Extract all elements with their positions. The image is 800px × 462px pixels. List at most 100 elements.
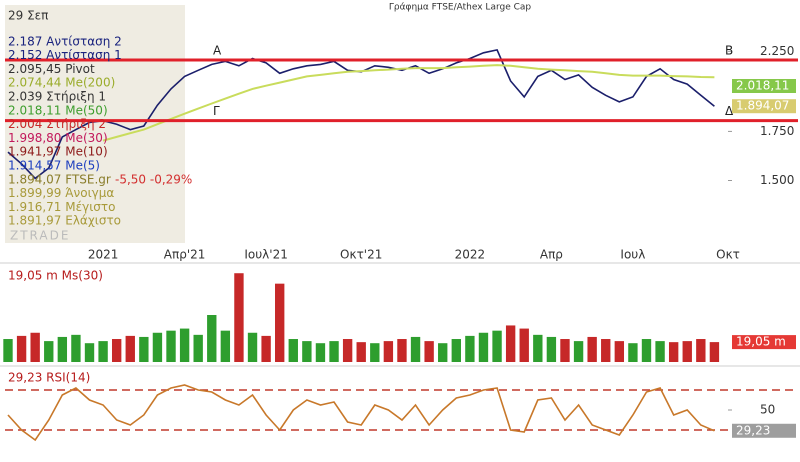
legend-entry: 2.074,44 Me(200)	[8, 76, 115, 90]
volume-bar	[16, 335, 27, 362]
volume-bar	[193, 334, 203, 362]
volume-bar	[438, 343, 448, 362]
value-label: 2.018,11	[736, 78, 789, 92]
y-tick-label: 2.250	[760, 44, 794, 58]
volume-bar	[696, 339, 706, 362]
volume-bar	[71, 334, 81, 362]
volume-bar	[234, 273, 244, 362]
legend-entry: 2.152 Αντίσταση 1	[8, 48, 122, 62]
volume-bar	[505, 325, 516, 362]
volume-bar	[179, 328, 190, 362]
volume-bar	[492, 330, 502, 362]
legend-entry: 1.894,07 FTSE.gr	[8, 172, 111, 186]
volume-bar	[601, 339, 611, 362]
volume-bar	[302, 341, 312, 362]
annotation-label: Γ	[213, 104, 220, 118]
legend-entry: 1.914,57 Me(5)	[8, 159, 100, 173]
volume-bar	[668, 342, 679, 362]
value-label: 19,05 m	[736, 335, 786, 349]
volume-bar	[560, 339, 570, 362]
volume-bar	[424, 341, 434, 362]
volume-bar	[329, 341, 339, 362]
x-tick-label: Οκτ	[716, 248, 740, 262]
legend-entry: 1.998,80 Me(30)	[8, 131, 108, 145]
series-line	[7, 384, 715, 442]
volume-bar	[139, 336, 149, 362]
volume-bar	[111, 339, 122, 362]
x-tick-label: Ιουλ'21	[244, 248, 288, 262]
value-label-box	[732, 99, 796, 114]
legend-change: -5,50 -0,29%	[115, 172, 192, 186]
legend-panel	[5, 5, 185, 243]
y-tick-label: 1.500	[760, 173, 794, 187]
watermark: ZTRADE	[10, 229, 70, 243]
annotation-label: B	[725, 43, 733, 57]
volume-bar	[573, 341, 584, 362]
chart-title: Γράφημα FTSE/Athex Large Cap	[389, 3, 532, 13]
volume-bar	[533, 334, 543, 362]
legend-entry: 2.018,11 Me(50)	[8, 103, 108, 117]
volume-bar	[84, 343, 95, 362]
legend-entry: 1.891,97 Ελάχιστο	[8, 214, 121, 228]
volume-bar	[275, 283, 285, 362]
volume-bar	[261, 335, 271, 362]
volume-bar	[125, 335, 135, 362]
volume-bar	[397, 339, 407, 362]
series-line	[102, 64, 715, 142]
volume-bar	[519, 328, 529, 362]
legend-entry: 2.039 Στήριξη 1	[8, 90, 106, 104]
volume-bar	[247, 332, 258, 362]
volume-bar	[98, 341, 108, 362]
volume-bar	[465, 335, 475, 362]
x-tick-label: Απρ'21	[164, 248, 206, 262]
value-label: 1.894,07	[736, 99, 789, 113]
value-label-box	[732, 423, 796, 438]
x-tick-label: Ιουλ	[620, 248, 645, 262]
annotation-label: A	[213, 43, 222, 57]
value-label-box	[732, 78, 796, 93]
volume-bar	[383, 341, 394, 362]
volume-bar	[546, 336, 557, 362]
volume-bar	[628, 343, 638, 362]
volume-bar	[709, 342, 720, 362]
legend-entry: 1.916,71 Μέγιστο	[8, 200, 115, 214]
volume-bar	[478, 332, 489, 362]
panel-title: 19,05 m Ms(30)	[8, 269, 103, 283]
volume-bar	[166, 330, 176, 362]
volume-bar	[288, 339, 298, 362]
volume-bar	[3, 339, 13, 362]
value-label: 29,23	[736, 423, 770, 437]
x-tick-label: Οκτ'21	[340, 248, 382, 262]
volume-bar	[220, 330, 231, 362]
volume-bar	[30, 332, 40, 362]
volume-bar	[315, 343, 326, 362]
y-tick-label: 1.750	[760, 124, 794, 138]
annotation-label: Δ	[725, 104, 734, 118]
volume-bar	[342, 339, 353, 362]
volume-bar	[587, 336, 597, 362]
x-tick-label: 2022	[455, 248, 486, 262]
legend-entry: 2.095,45 Pivot	[8, 62, 95, 76]
legend-entry: 1.941,97 Me(10)	[8, 145, 108, 159]
volume-bar	[682, 341, 692, 362]
volume-bar	[207, 315, 217, 362]
volume-bar	[57, 336, 68, 362]
legend-entry: 29 Σεπ	[8, 9, 48, 23]
value-label-box	[732, 335, 796, 350]
y-tick-label: 50	[760, 403, 775, 417]
legend-entry: 2.187 Αντίσταση 2	[8, 34, 122, 48]
x-tick-label: Απρ	[540, 248, 563, 262]
volume-bar	[641, 339, 652, 362]
volume-bar	[44, 341, 54, 362]
volume-bar	[410, 336, 421, 362]
volume-bar	[152, 332, 163, 362]
volume-bar	[356, 342, 366, 362]
legend-entry: 2.004 Στήριξη 2	[8, 117, 106, 131]
x-tick-label: 2021	[88, 248, 119, 262]
volume-bar	[451, 339, 461, 362]
volume-bar	[370, 343, 380, 362]
panel-title: 29,23 RSI(14)	[8, 371, 90, 385]
volume-bar	[614, 341, 625, 362]
legend-entry: 1.899,99 Άνοιγμα	[8, 186, 114, 200]
